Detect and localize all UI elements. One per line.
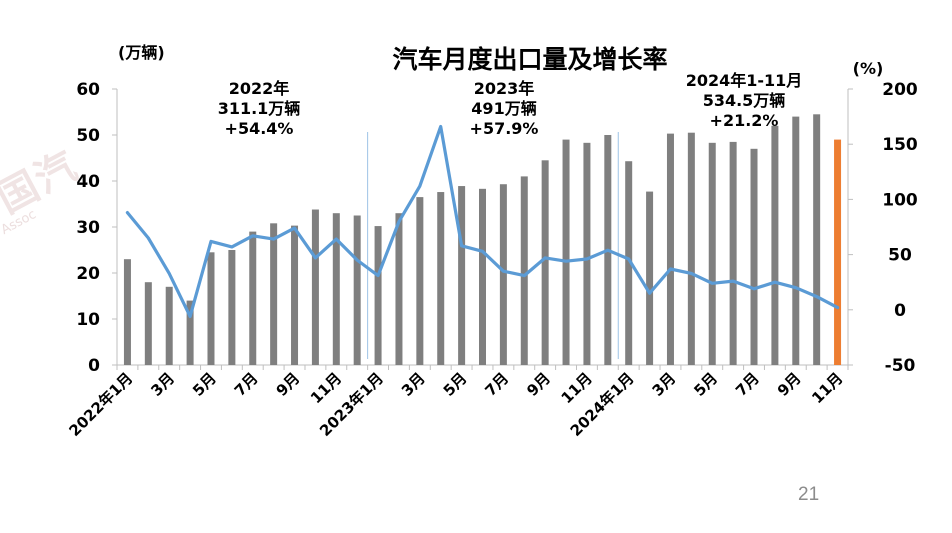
right-tick-label: 200: [882, 80, 918, 100]
right-tick-label: 0: [894, 301, 906, 321]
bar: [687, 132, 695, 365]
bar: [750, 148, 758, 365]
left-tick-label: 60: [76, 80, 100, 100]
bar: [437, 192, 445, 365]
right-tick-label: -50: [885, 356, 916, 376]
bar: [374, 226, 382, 365]
left-tick-label: 20: [76, 264, 100, 284]
annotation-growth: +21.2%: [710, 111, 779, 130]
right-axis-unit: (%): [853, 59, 884, 78]
bar: [666, 133, 674, 365]
bar: [834, 139, 842, 365]
x-tick-label: 11月: [808, 369, 846, 407]
x-tick-label: 9月: [273, 369, 304, 400]
left-tick-label: 50: [76, 126, 100, 146]
bar: [291, 225, 299, 365]
right-tick-label: 50: [888, 246, 912, 266]
left-tick-label: 10: [76, 310, 100, 330]
bar: [458, 186, 466, 365]
x-tick-label: 7月: [231, 369, 262, 400]
bar: [270, 223, 278, 365]
bar: [207, 252, 215, 365]
annotation-volume: 491万辆: [471, 99, 536, 118]
x-tick-label: 3月: [147, 369, 178, 400]
x-tick-label: 11月: [307, 369, 345, 407]
right-tick-label: 100: [882, 190, 918, 210]
bar: [771, 125, 779, 365]
annotation-growth: +54.4%: [225, 119, 294, 138]
left-axis-unit: (万辆): [118, 43, 165, 62]
x-tick-label: 3月: [649, 369, 680, 400]
bar: [186, 300, 194, 365]
bar: [708, 142, 716, 365]
x-tick-label: 7月: [481, 369, 512, 400]
bar: [165, 286, 173, 365]
bar: [249, 231, 257, 365]
x-tick-label: 9月: [523, 369, 554, 400]
bar: [332, 213, 340, 365]
annotation-year: 2022年: [229, 79, 290, 98]
x-tick-label: 3月: [398, 369, 429, 400]
growth-rate-line: [125, 124, 840, 318]
left-tick-label: 30: [76, 218, 100, 238]
x-tick-label: 11月: [558, 369, 596, 407]
bar: [813, 114, 821, 365]
bar: [646, 191, 654, 365]
bar: [144, 282, 152, 365]
bar: [541, 160, 549, 365]
bar: [729, 141, 737, 365]
bar: [395, 213, 403, 365]
bar: [562, 139, 570, 365]
page-number: 21: [798, 484, 820, 505]
left-tick-label: 40: [76, 172, 100, 192]
x-tick-label: 5月: [189, 369, 220, 400]
bar: [311, 209, 319, 365]
bar: [416, 197, 424, 365]
annotation-volume: 311.1万辆: [218, 99, 301, 118]
x-tick-label: 5月: [690, 369, 721, 400]
bar: [353, 215, 361, 365]
x-tick-label: 7月: [732, 369, 763, 400]
bar: [583, 142, 591, 365]
left-tick-label: 0: [88, 356, 100, 376]
annotation-year: 2023年: [474, 79, 535, 98]
bar: [520, 176, 528, 365]
chart-title: 汽车月度出口量及增长率: [392, 45, 667, 74]
bar: [123, 259, 131, 365]
right-tick-label: 150: [882, 135, 918, 155]
annotation-year: 2024年1-11月: [686, 71, 803, 90]
x-tick-label: 5月: [440, 369, 471, 400]
bar: [479, 188, 486, 365]
bar: [792, 116, 800, 365]
x-tick-label: 2022年1月: [65, 369, 136, 440]
bar: [499, 184, 507, 365]
annotation-volume: 534.5万辆: [703, 91, 786, 110]
x-tick-label: 9月: [774, 369, 805, 400]
bar: [228, 250, 236, 365]
annotation-growth: +57.9%: [470, 119, 539, 138]
bar: [625, 161, 633, 365]
